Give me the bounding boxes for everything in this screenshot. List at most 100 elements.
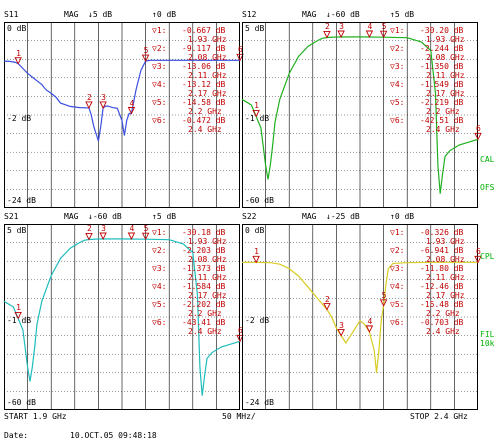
marker-number-2: 2 (86, 224, 92, 234)
marker-triangle-1 (252, 109, 260, 118)
marker-readout-label-4: ▽4: (152, 80, 167, 89)
marker-triangle-1 (14, 57, 22, 65)
side-label-fil-bw: 10k (480, 339, 495, 348)
marker-readout-value-1: -30.20 dB (420, 26, 464, 35)
trace-format: MAG (302, 212, 317, 221)
marker-readout-frequency-3: 2.11 GHz (426, 71, 465, 80)
marker-readout-label-5: ▽5: (390, 300, 405, 309)
marker-triangle-6 (474, 132, 482, 141)
plot-area (3, 224, 244, 410)
marker-readout-value-4: -1.549 dB (420, 80, 464, 89)
marker-readout-frequency-5: 2.2 GHz (188, 107, 222, 116)
y-label-mid: -2 dB (245, 316, 270, 325)
marker-number-4: 4 (129, 98, 135, 108)
marker-readout-value-5: -15.48 dB (420, 300, 464, 309)
marker-number-6: 6 (476, 247, 481, 257)
marker-readout-label-2: ▽2: (152, 44, 167, 53)
trace-s11 (3, 59, 240, 142)
plot-area (242, 224, 482, 410)
marker-number-1: 1 (16, 48, 21, 58)
marker-readout-label-5: ▽5: (152, 98, 167, 107)
trace-scale: ↓-60 dB (88, 212, 122, 221)
marker-number-4: 4 (367, 316, 373, 326)
marker-readout-frequency-1: 1.93 GHz (188, 35, 227, 44)
trace-format: MAG (64, 10, 79, 19)
marker-readout-frequency-5: 2.2 GHz (426, 107, 460, 116)
marker-readout-label-6: ▽6: (390, 318, 405, 327)
marker-triangle-5 (141, 54, 150, 63)
marker-readout-value-5: -14.58 dB (182, 98, 226, 107)
marker-triangle-6 (236, 53, 244, 62)
panel-s21: 1 2 3 4 5 6 S21 MAG ↓-60 dB ↑5 dB 5 dB -1 dB -60 dB ▽… (3, 212, 244, 410)
marker-number-4: 4 (129, 223, 135, 233)
marker-number-1: 1 (254, 101, 259, 111)
frequency-division: 50 MHz/ (222, 412, 256, 421)
side-label-cal: CAL (480, 155, 495, 164)
marker-readout-value-4: -12.46 dB (420, 282, 464, 291)
marker-triangle-3 (99, 232, 107, 241)
marker-readout-label-1: ▽1: (152, 228, 167, 237)
marker-readout-value-6: -42.51 dB (420, 116, 464, 125)
panel-s22: 1 2 3 4 5 6 S22 MAG ↓-25 dB ↑0 dB 0 dB -2 dB -24 dB ▽… (242, 212, 482, 410)
marker-triangle-2 (85, 233, 93, 241)
side-label-ofs: OFS (480, 183, 495, 192)
marker-readout-value-5: -2.219 dB (420, 98, 464, 107)
marker-readout-label-3: ▽3: (390, 264, 405, 273)
marker-readout-value-1: -30.18 dB (182, 228, 226, 237)
marker-readout-value-6: -0.472 dB (182, 116, 226, 125)
marker-readout-frequency-4: 2.17 GHz (188, 89, 227, 98)
marker-number-3: 3 (101, 92, 106, 102)
reference-level: ↑5 dB (390, 10, 415, 19)
marker-readout-value-6: -0.703 dB (420, 318, 464, 327)
marker-triangle-5 (379, 30, 388, 39)
marker-readout-value-3: -1.373 dB (182, 264, 226, 273)
marker-readout-label-6: ▽6: (152, 318, 167, 327)
marker-number-3: 3 (339, 320, 344, 330)
marker-number-3: 3 (339, 21, 344, 31)
marker-readout-label-2: ▽2: (390, 44, 405, 53)
marker-triangle-6 (474, 255, 482, 264)
marker-readout-label-1: ▽1: (152, 26, 167, 35)
trace-s21 (3, 238, 241, 396)
marker-readout-value-2: -2.203 dB (182, 246, 226, 255)
marker-triangle-4 (127, 107, 136, 115)
y-label-top: 5 dB (245, 24, 265, 33)
start-frequency: START 1.9 GHz (4, 412, 67, 421)
marker-readout-frequency-2: 2.08 GHz (426, 53, 465, 62)
plot-area (241, 22, 482, 208)
marker-readout-frequency-4: 2.17 GHz (426, 89, 465, 98)
marker-readout-label-4: ▽4: (152, 282, 167, 291)
marker-readout-frequency-4: 2.17 GHz (426, 291, 465, 300)
marker-readout-label-4: ▽4: (390, 80, 405, 89)
marker-readout-label-3: ▽3: (152, 62, 167, 71)
trace-s12 (241, 36, 479, 194)
marker-readout-value-5: -2.202 dB (182, 300, 226, 309)
y-label-bottom: -60 dB (7, 398, 36, 407)
marker-readout-value-3: -1.350 dB (420, 62, 464, 71)
marker-readout-frequency-5: 2.2 GHz (426, 309, 460, 318)
plot-area (3, 22, 244, 208)
marker-triangle-4 (365, 325, 374, 333)
trace-scale: ↓5 dB (88, 10, 113, 19)
marker-readout-value-3: -11.80 dB (420, 264, 464, 273)
side-label-cpl: CPL (480, 252, 495, 261)
marker-number-2: 2 (86, 92, 92, 102)
y-label-top: 0 dB (245, 226, 265, 235)
trace-id: S21 (4, 212, 19, 221)
reference-level: ↑0 dB (390, 212, 415, 221)
marker-readout-value-4: -13.12 dB (182, 80, 226, 89)
marker-readout-frequency-5: 2.2 GHz (188, 309, 222, 318)
y-label-bottom: -24 dB (245, 398, 274, 407)
marker-triangle-5 (141, 232, 150, 241)
marker-readout-value-2: -6.941 dB (420, 246, 464, 255)
marker-readout-label-2: ▽2: (152, 246, 167, 255)
marker-triangle-4 (127, 232, 136, 241)
marker-triangle-6 (236, 334, 244, 343)
y-label-bottom: -24 dB (7, 196, 36, 205)
marker-readout-frequency-6: 2.4 GHz (426, 125, 460, 134)
marker-readout-value-2: -9.117 dB (182, 44, 226, 53)
marker-triangle-5 (379, 299, 388, 307)
trace-id: S22 (242, 212, 257, 221)
marker-readout-frequency-6: 2.4 GHz (188, 327, 222, 336)
marker-number-6: 6 (238, 45, 243, 55)
